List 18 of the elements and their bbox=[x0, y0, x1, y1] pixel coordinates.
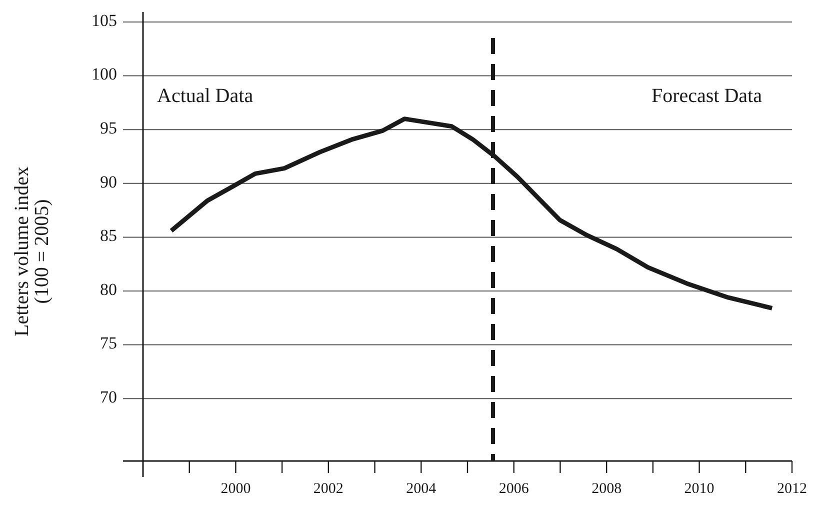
y-axis-title: Letters volume index (100 = 2005) bbox=[11, 166, 53, 336]
y-tick-label: 70 bbox=[100, 388, 117, 406]
x-tick-label: 2006 bbox=[498, 481, 530, 497]
y-tick-label: 90 bbox=[100, 172, 117, 192]
x-tick-label: 2000 bbox=[220, 481, 251, 497]
annotation: Forecast Data bbox=[651, 84, 762, 107]
x-tick-label: 2012 bbox=[777, 481, 807, 497]
y-tick-label: 95 bbox=[100, 118, 117, 138]
y-tick-label: 105 bbox=[92, 10, 117, 30]
x-tick-label: 2004 bbox=[406, 481, 437, 497]
y-tick-label: 85 bbox=[100, 226, 117, 246]
y-tick-label: 80 bbox=[100, 280, 117, 299]
annotation: Actual Data bbox=[157, 84, 254, 107]
x-tick-label: 2002 bbox=[313, 481, 344, 497]
x-tick-label: 2010 bbox=[684, 481, 714, 497]
y-tick-label: 100 bbox=[92, 64, 117, 84]
x-tick-label: 2008 bbox=[592, 481, 622, 497]
y-tick-label: 75 bbox=[100, 334, 117, 353]
